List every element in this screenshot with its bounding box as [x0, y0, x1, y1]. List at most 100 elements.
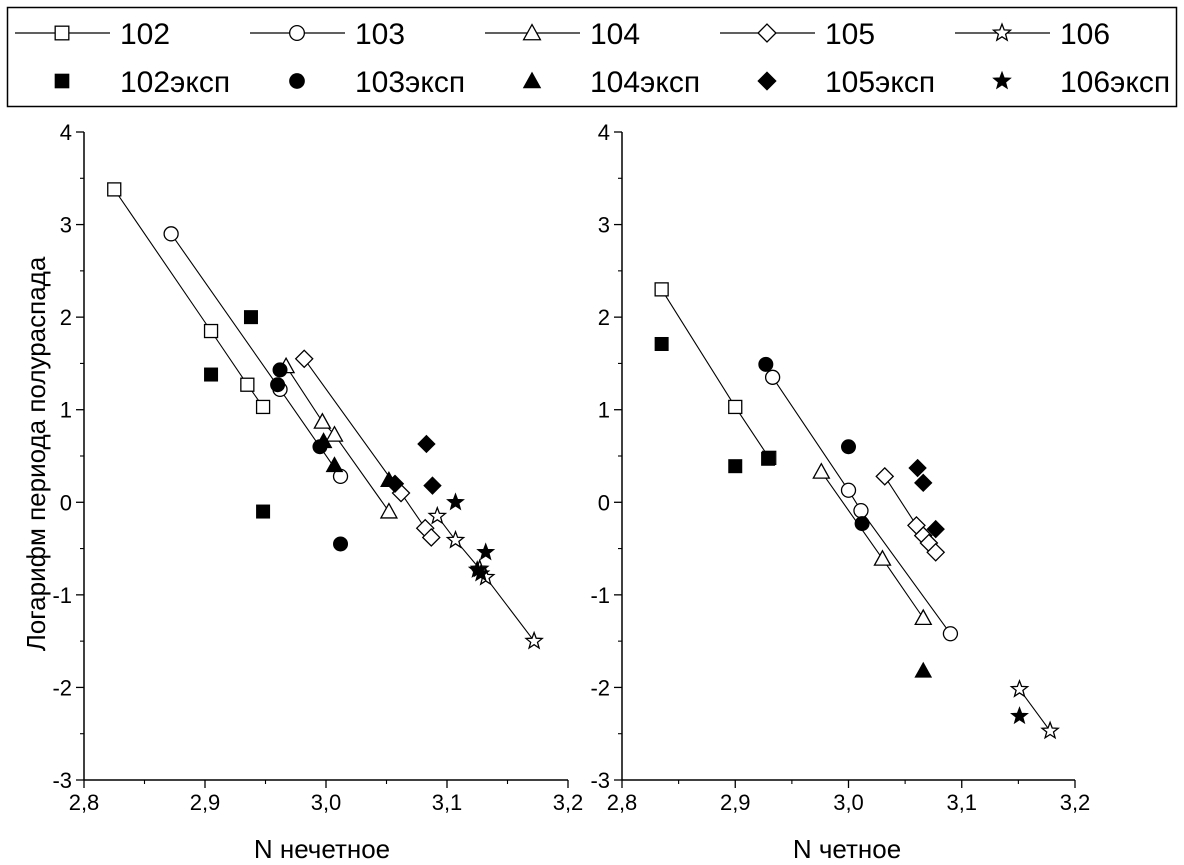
legend-label-106-exp: 106эксп: [1060, 66, 1170, 99]
y-tick-label: -3: [590, 768, 610, 793]
legend-marker-104: [522, 23, 542, 41]
legend-marker-106: [991, 22, 1013, 42]
series-line-103: [170, 233, 341, 477]
legend-marker-102: [54, 25, 70, 41]
y-tick-label: 1: [598, 398, 610, 423]
point-102-0: [654, 282, 669, 297]
point-102-2: [240, 377, 255, 392]
y-tick-label: -1: [52, 583, 72, 608]
point-103-1: [840, 482, 857, 498]
point-102-exp-2: [761, 451, 776, 466]
point-106-4: [524, 630, 544, 650]
x-tick-label: 3,0: [833, 790, 864, 815]
x-tick-label: 3,1: [946, 790, 977, 815]
point-102-exp-2: [256, 504, 271, 519]
point-106-exp-3: [476, 542, 496, 561]
point-104-exp-1: [325, 456, 344, 473]
legend-label-103-exp: 103эксп: [355, 66, 465, 99]
point-106-exp-0: [1010, 706, 1029, 725]
point-104-2: [914, 608, 933, 626]
point-103-3: [942, 626, 959, 642]
point-106-1: [445, 529, 466, 549]
point-105-exp-0: [908, 458, 927, 478]
x-tick-label: 3,1: [432, 790, 463, 815]
point-105-0: [875, 466, 895, 486]
legend-marker-103: [288, 24, 305, 41]
point-102-exp-1: [243, 310, 258, 325]
point-103-0: [764, 369, 781, 385]
legend-box: [6, 6, 1178, 108]
point-103-exp-1: [272, 362, 288, 378]
legend-label-105-exp: 105эксп: [825, 66, 935, 99]
x-tick-label: 3,2: [1060, 790, 1091, 815]
point-105-exp-1: [914, 473, 933, 493]
series-line-102: [661, 289, 770, 459]
point-105-exp-1: [417, 434, 436, 454]
point-104-1: [873, 549, 892, 566]
point-106-1: [1040, 720, 1060, 740]
legend-marker-106-exp: [992, 70, 1012, 90]
point-103-exp-0: [270, 377, 286, 393]
legend-label-104-exp: 104эксп: [590, 66, 700, 99]
y-tick-label: 2: [60, 305, 72, 330]
point-105-0: [294, 349, 314, 369]
y-tick-label: 4: [60, 120, 72, 145]
legend-marker-102-exp: [54, 73, 70, 89]
point-102-exp-0: [654, 336, 669, 351]
left-panel: 2,8 2,9 3,0 3,1 3,2 -3 -2 -1 0 1 2 3 4 N нечетное Лога…: [21, 120, 583, 864]
point-106-0: [1009, 678, 1030, 698]
point-105-exp-2: [926, 519, 945, 539]
legend-label-105: 105: [825, 18, 875, 51]
y-tick-label: -3: [52, 768, 72, 793]
point-104-exp-0: [314, 432, 333, 449]
point-102-0: [107, 182, 122, 197]
point-104-3: [379, 502, 399, 519]
x-tick-label: 2,8: [607, 790, 638, 815]
point-103-exp-1: [841, 439, 856, 455]
legend-label-104: 104: [590, 18, 640, 51]
y-tick-label: 2: [598, 305, 610, 330]
point-106-exp-0: [446, 492, 465, 511]
y-tick-label: 1: [60, 398, 72, 423]
x-tick-label: 3,0: [311, 790, 342, 815]
x-axis-label: N нечетное: [254, 834, 390, 864]
x-tick-label: 2,8: [69, 790, 100, 815]
point-104-exp-0: [914, 661, 933, 678]
point-102-1: [728, 399, 743, 415]
point-106-0: [427, 505, 448, 525]
series-line-104: [820, 471, 924, 619]
point-102-exp-1: [728, 459, 743, 474]
legend-marker-103-exp: [289, 73, 305, 89]
point-103-0: [163, 226, 179, 242]
legend-label-102: 102: [120, 18, 170, 51]
point-103-exp-0: [758, 356, 774, 372]
point-104-0: [812, 462, 831, 479]
y-tick-label: 3: [60, 213, 72, 238]
point-106-exp-2: [471, 563, 491, 582]
y-tick-label: 3: [598, 213, 610, 238]
point-104-2: [325, 425, 344, 442]
x-tick-label: 3,2: [553, 790, 584, 815]
legend-marker-105-exp: [757, 71, 777, 91]
point-103-exp-2: [854, 516, 870, 532]
point-104-1: [313, 412, 332, 429]
x-tick-label: 2,9: [720, 790, 751, 815]
y-axis-label: Логарифм периода полураспада: [21, 256, 51, 651]
point-102-3: [255, 399, 271, 415]
point-105-4: [926, 542, 946, 562]
series-line-103: [772, 376, 951, 635]
point-105-exp-2: [423, 476, 442, 495]
y-tick-label: -2: [52, 675, 72, 700]
x-axis-label: N четное: [793, 834, 901, 864]
point-103-exp-3: [333, 536, 349, 552]
legend-label-102-exp: 102эксп: [120, 66, 230, 99]
point-105-exp-0: [385, 474, 405, 493]
legend-label-103: 103: [355, 18, 405, 51]
y-tick-label: 0: [60, 490, 72, 515]
legend: 102 103 104 105 106 102эксп 103эксп 104эксп 105э…: [6, 6, 1178, 108]
point-102-exp-0: [204, 367, 219, 382]
x-tick-label: 2,9: [190, 790, 221, 815]
legend-marker-104-exp: [522, 71, 542, 89]
y-tick-label: -1: [590, 583, 610, 608]
legend-marker-105: [757, 23, 777, 43]
